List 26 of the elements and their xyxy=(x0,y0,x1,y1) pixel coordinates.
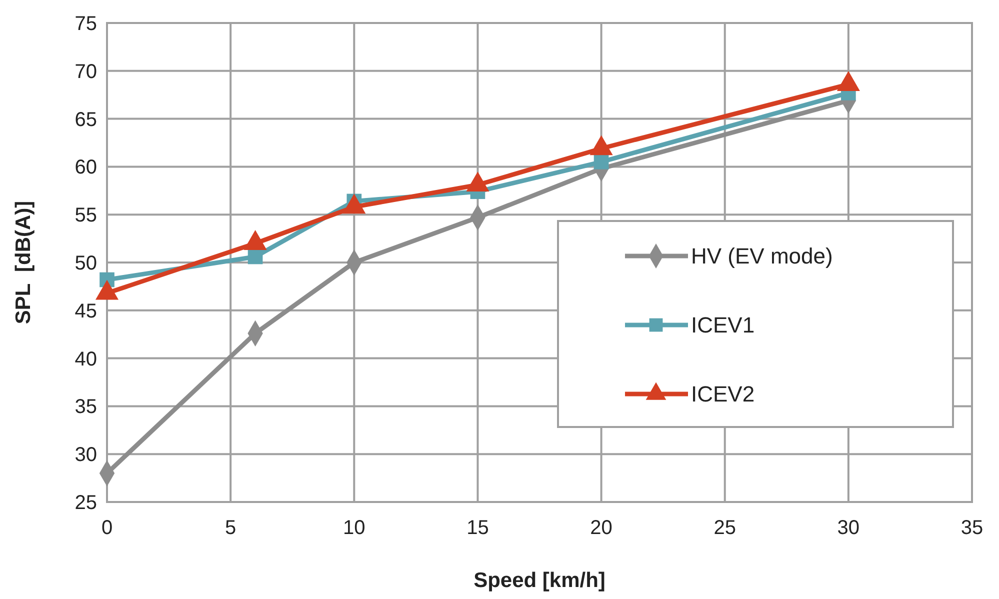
x-tick-label: 0 xyxy=(101,517,113,539)
y-tick-label: 70 xyxy=(74,60,97,83)
x-tick-label: 35 xyxy=(960,517,984,539)
y-tick-label: 50 xyxy=(74,252,97,274)
point xyxy=(594,154,609,170)
y-tick-label: 75 xyxy=(74,13,97,35)
y-tick-label: 45 xyxy=(74,300,97,322)
y-axis-title: SPL [dB(A)] xyxy=(12,200,35,324)
y-tick-label: 65 xyxy=(74,108,97,131)
y-tick-label: 55 xyxy=(74,204,97,227)
y-tick-label: 40 xyxy=(74,348,97,370)
x-tick-label: 5 xyxy=(225,517,236,539)
x-tick-label: 10 xyxy=(343,517,366,539)
x-tick-label: 25 xyxy=(714,517,736,539)
x-tick-label: 30 xyxy=(837,517,860,539)
point xyxy=(248,249,263,264)
y-tick-label: 30 xyxy=(74,444,97,466)
x-axis-title: Speed [km/h] xyxy=(474,569,606,592)
legend-label: HV (EV mode) xyxy=(691,244,833,269)
y-tick-label: 25 xyxy=(74,492,97,514)
legend-label: ICEV1 xyxy=(691,312,755,338)
y-tick-label: 35 xyxy=(74,396,97,418)
legend-label: ICEV2 xyxy=(691,382,755,407)
x-tick-label: 20 xyxy=(590,517,612,539)
y-tick-label: 60 xyxy=(74,156,97,179)
x-tick-label: 15 xyxy=(466,517,489,539)
